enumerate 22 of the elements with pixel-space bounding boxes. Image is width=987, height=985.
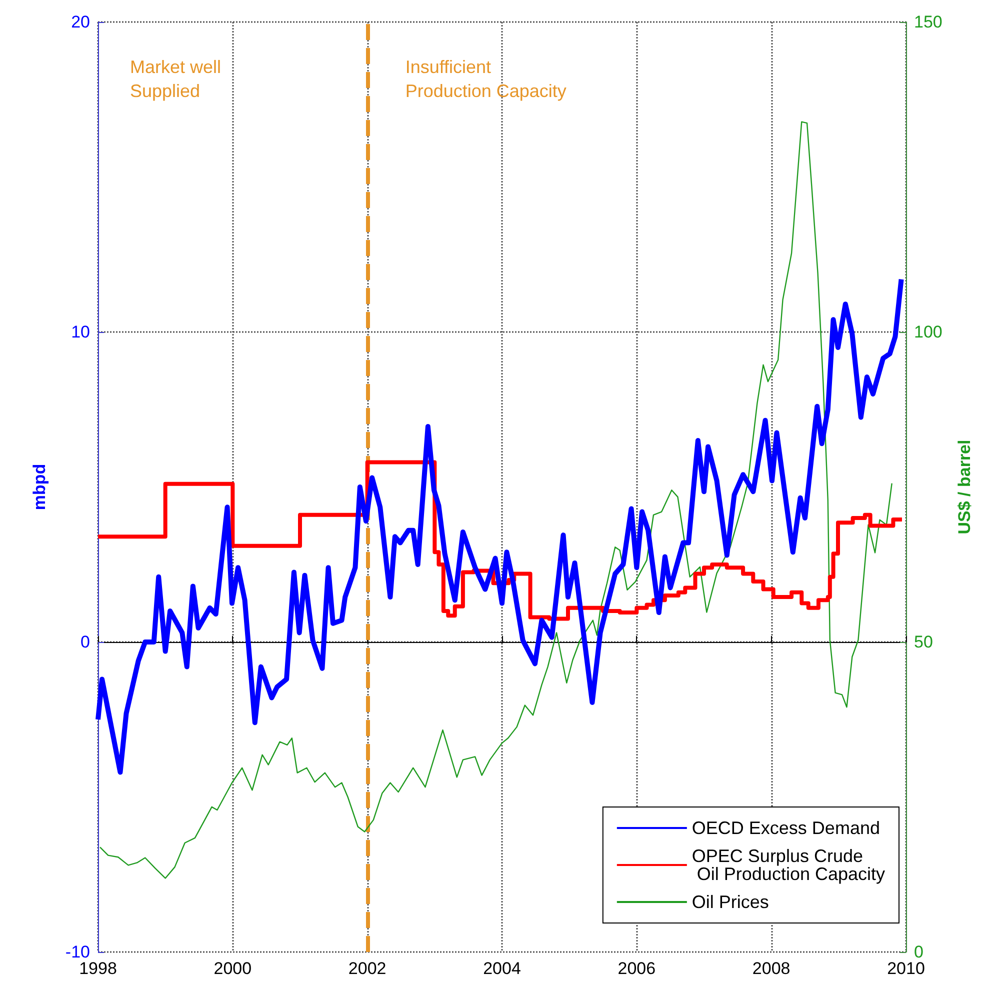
y2-axis-title: US$ / barrel bbox=[955, 440, 974, 534]
y-tick-label: -10 bbox=[65, 942, 90, 962]
legend-label: OECD Excess Demand bbox=[692, 818, 880, 838]
annotation: Market well Supplied bbox=[130, 57, 222, 101]
x-tick-label: 2006 bbox=[618, 959, 656, 978]
x-tick-label: 2004 bbox=[483, 959, 521, 978]
y2-tick-label: 50 bbox=[914, 632, 933, 652]
x-tick-label: 2002 bbox=[348, 959, 386, 978]
y-tick-label: 10 bbox=[71, 322, 90, 342]
x-tick-label: 1998 bbox=[79, 959, 117, 978]
y2-tick-label: 0 bbox=[914, 942, 924, 962]
x-tick-label: 2008 bbox=[752, 959, 790, 978]
annotation: Insufficient Production Capacity bbox=[405, 57, 566, 101]
x-tick-label: 2000 bbox=[214, 959, 252, 978]
y2-tick-label: 150 bbox=[914, 12, 942, 32]
y-tick-label: 20 bbox=[71, 12, 90, 32]
legend-label: Oil Prices bbox=[692, 892, 769, 912]
legend-label: OPEC Surplus Crude Oil Production Capacity bbox=[692, 846, 886, 884]
y-axis-title: mbpd bbox=[30, 464, 49, 510]
y2-tick-label: 100 bbox=[914, 322, 942, 342]
x-tick-label: 2010 bbox=[887, 959, 925, 978]
y-tick-label: 0 bbox=[80, 632, 90, 652]
